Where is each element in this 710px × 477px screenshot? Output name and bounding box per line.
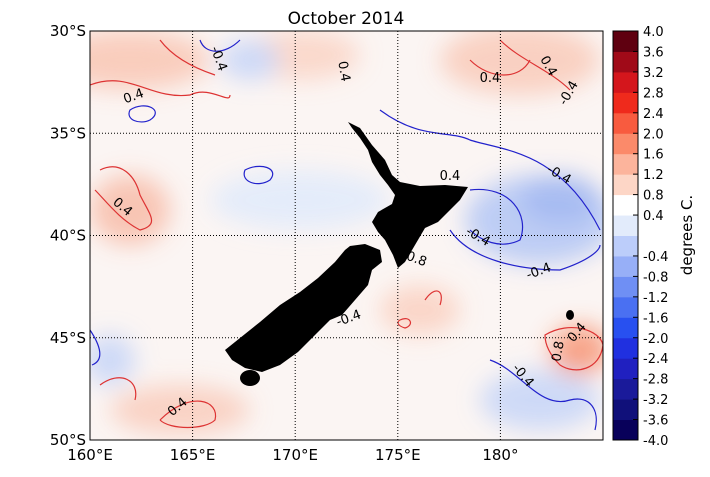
- colorbar-tick-label: -2.8: [643, 373, 668, 388]
- colorbar-bin: [613, 276, 638, 298]
- colorbar-bin: [613, 296, 638, 318]
- contour-label: 0.4: [334, 60, 352, 83]
- colorbar-bin: [613, 133, 638, 155]
- colorbar-bin: [613, 92, 638, 114]
- colorbar-tick-label: 2.0: [643, 127, 664, 142]
- colorbar-label: degrees C.: [678, 195, 696, 275]
- colorbar-tick-label: 4.0: [643, 25, 664, 40]
- colorbar-tick-label: 0.8: [643, 189, 664, 204]
- colorbar-tick-label: -1.6: [643, 311, 668, 326]
- colorbar-tick-label: 2.4: [643, 107, 664, 122]
- colorbar-bin: [613, 215, 638, 236]
- colorbar-tick-label: -3.6: [643, 414, 668, 429]
- lon-tick-label: 180°: [482, 446, 518, 464]
- lat-tick-label: 30°S: [50, 22, 86, 40]
- anomaly-field: [90, 31, 603, 440]
- colorbar-bin: [613, 194, 638, 216]
- colorbar-tick-label: -1.2: [643, 291, 668, 306]
- lon-tick-label: 170°E: [272, 446, 318, 464]
- colorbar-bin: [613, 399, 638, 421]
- contour-label: 0.4: [440, 169, 461, 184]
- colorbar-bin: [613, 71, 638, 93]
- land: [225, 122, 574, 386]
- lat-tick-label: 40°S: [50, 227, 86, 245]
- colorbar-frame: [612, 30, 639, 441]
- lat-tick-label: 45°S: [50, 329, 86, 347]
- colorbar-bin: [613, 235, 638, 257]
- colorbar-bin: [613, 255, 638, 277]
- lon-tick-label: 165°E: [170, 446, 216, 464]
- contour-label: 0.4: [122, 86, 147, 107]
- colorbar-tick-label: -3.2: [643, 393, 668, 408]
- colorbar-bin: [613, 337, 638, 359]
- contour-label: 0.4: [480, 71, 501, 86]
- colorbar-bin: [613, 174, 638, 196]
- colorbar-tick-label: 3.6: [643, 45, 664, 60]
- colorbar-bin: [613, 378, 638, 400]
- colorbar-bin: [613, 419, 638, 441]
- contour-label: 0.8: [549, 340, 567, 363]
- colorbar-tick-label: 0.4: [643, 209, 664, 224]
- colorbar-bin: [613, 51, 638, 73]
- colorbar-bin: [613, 317, 638, 339]
- colorbar-tick-label: -4.0: [643, 434, 668, 449]
- colorbar-tick-label: -0.4: [643, 250, 668, 265]
- colorbar-tick-label: -0.8: [643, 270, 668, 285]
- lon-tick-label: 160°E: [67, 446, 113, 464]
- colorbar-tick-label: 3.2: [643, 66, 664, 81]
- colorbar-tick-label: 1.6: [643, 148, 664, 163]
- lat-tick-label: 50°S: [50, 431, 86, 449]
- colorbar-bin: [613, 31, 638, 52]
- lat-tick-label: 35°S: [50, 124, 86, 142]
- colorbar-tick-label: -2.0: [643, 332, 668, 347]
- colorbar-bin: [613, 112, 638, 134]
- colorbar-tick-label: 1.2: [643, 168, 664, 183]
- lon-tick-label: 175°E: [375, 446, 421, 464]
- colorbar-tick-label: 2.8: [643, 86, 664, 101]
- colorbar-tick-label: -2.4: [643, 352, 668, 367]
- colorbar-bin: [613, 358, 638, 380]
- colorbar-bin: [613, 153, 638, 175]
- title: October 2014: [288, 9, 405, 29]
